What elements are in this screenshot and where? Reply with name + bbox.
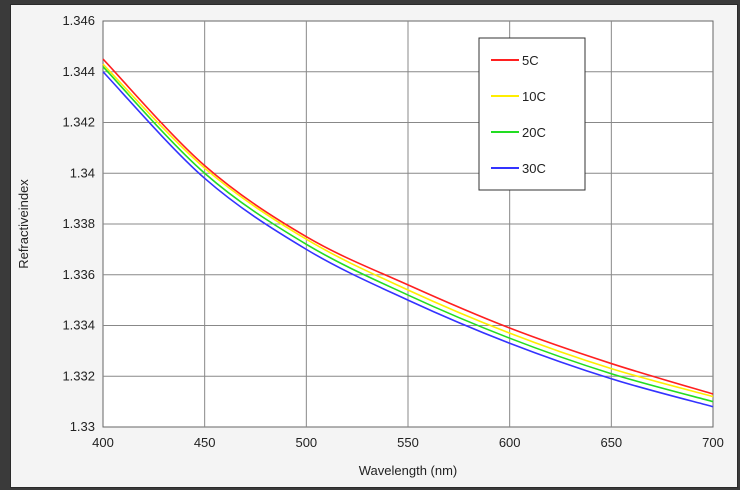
- x-tick-label: 450: [194, 435, 216, 450]
- series-lines: [102, 58, 714, 408]
- legend-label-30c: 30C: [522, 161, 546, 176]
- y-tick-label: 1.33: [70, 419, 95, 434]
- series-line-5c: [102, 58, 714, 395]
- legend-box: [478, 37, 586, 191]
- legend: 5C 10C 20C 30C: [478, 37, 586, 191]
- y-tick-label: 1.336: [62, 267, 95, 282]
- y-tick-label: 1.338: [62, 216, 95, 231]
- grid-lines: [103, 21, 713, 427]
- x-tick-label: 600: [499, 435, 521, 450]
- x-tick-label: 500: [295, 435, 317, 450]
- x-tick-label: 700: [702, 435, 724, 450]
- legend-label-20c: 20C: [522, 125, 546, 140]
- series-line-10c: [102, 63, 714, 398]
- y-tick-label: 1.334: [62, 318, 95, 333]
- y-tick-labels: 1.33 1.332 1.334 1.336 1.338 1.34 1.342 1.344 1.…: [62, 13, 95, 434]
- y-tick-label: 1.344: [62, 64, 95, 79]
- x-tick-label: 550: [397, 435, 419, 450]
- y-tick-label: 1.34: [70, 165, 95, 180]
- legend-label-5c: 5C: [522, 53, 539, 68]
- legend-label-10c: 10C: [522, 89, 546, 104]
- y-axis-title: Refractiveindex: [16, 179, 31, 269]
- series-line-30c: [102, 71, 714, 408]
- x-tick-label: 650: [600, 435, 622, 450]
- x-axis-title: Wavelength (nm): [359, 463, 458, 478]
- x-tick-label: 400: [92, 435, 114, 450]
- series-line-20c: [102, 66, 714, 403]
- y-tick-label: 1.346: [62, 13, 95, 28]
- y-tick-label: 1.342: [62, 115, 95, 130]
- x-tick-labels: 400 450 500 550 600 650 700: [92, 435, 724, 450]
- y-tick-label: 1.332: [62, 368, 95, 383]
